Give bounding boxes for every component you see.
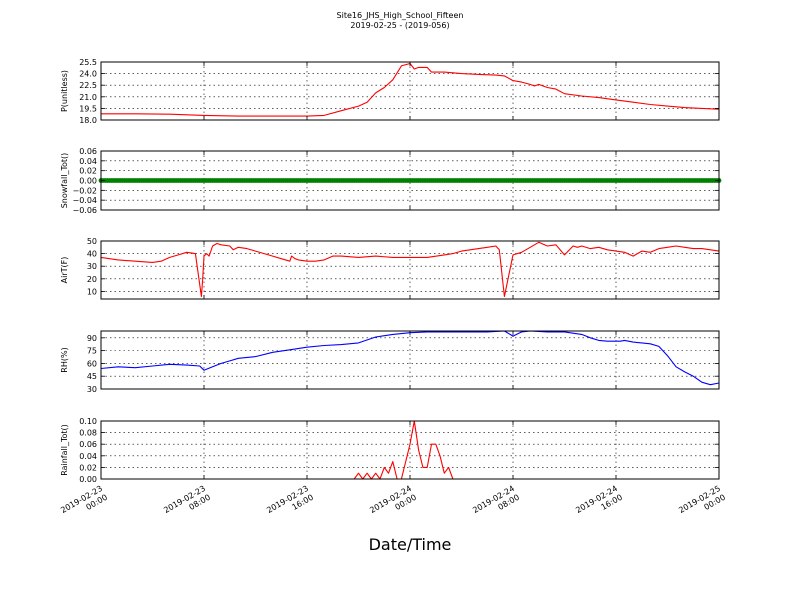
y-tick-label: 0.04 [79, 452, 97, 461]
y-tick-label: 75 [87, 347, 97, 356]
y-axis-label: P(unitless) [60, 70, 69, 112]
y-tick-label: 45 [87, 372, 97, 381]
series-line [100, 241, 720, 298]
panel-5: 0.00 0.02 0.04 0.06 0.08 0.10 Rainfall_Tot() [60, 417, 720, 484]
y-tick-label: 0.04 [79, 157, 97, 166]
y-tick-label: −0.04 [72, 196, 97, 205]
y-tick-label: 0.02 [79, 167, 97, 176]
y-tick-label: 50 [87, 237, 97, 246]
y-tick-label: 0.06 [79, 440, 97, 449]
y-tick-label: −0.06 [72, 206, 97, 215]
y-tick-label: 0.00 [79, 177, 97, 186]
y-tick-label: 24.0 [79, 70, 97, 79]
y-tick-label: 30 [87, 262, 97, 271]
axes-frame [100, 420, 720, 480]
x-axis-label: Date/Time [369, 535, 452, 554]
y-tick-label: 10 [87, 287, 97, 296]
y-tick-label: 0.00 [79, 475, 97, 484]
series-line [101, 420, 719, 480]
x-tick-label: 2019-02-2408:00 [471, 484, 521, 524]
y-axis-label: Rainfall_Tot() [60, 424, 69, 476]
y-tick-label: 18.0 [79, 116, 97, 125]
chart-title: Site16_JHS_High_School_Fifteen [336, 11, 464, 20]
axes-frame [100, 330, 720, 390]
y-tick-label: 0.10 [79, 417, 97, 426]
y-axis-label: RH(%) [60, 347, 69, 372]
axes-frame [100, 61, 720, 121]
x-tick-label: 2019-02-2300:00 [59, 484, 109, 524]
x-tick-label: 2019-02-2416:00 [574, 484, 624, 524]
x-tick-label: 2019-02-2400:00 [368, 484, 418, 524]
x-tick-label: 2019-02-2316:00 [265, 484, 315, 524]
chart-subtitle: 2019-02-25 - (2019-056) [350, 21, 450, 30]
axes-frame [100, 240, 720, 300]
y-tick-label: 25.5 [79, 58, 97, 67]
y-tick-label: 0.06 [79, 147, 97, 156]
y-tick-label: −0.02 [72, 186, 97, 195]
y-tick-label: 40 [87, 250, 97, 259]
panel-2: −0.06−0.04−0.020.000.020.040.06 Snowfall_… [60, 147, 722, 215]
y-axis-label: AirT(F) [60, 257, 69, 284]
x-tick-label: 2019-02-2308:00 [162, 484, 212, 524]
y-tick-label: 21.0 [79, 93, 97, 102]
y-axis-label: Snowfall_Tot() [60, 153, 69, 209]
y-tick-label: 0.08 [79, 429, 97, 438]
panel-4: 30 45 60 75 90 RH(%) [60, 330, 720, 394]
y-tick-label: 22.5 [79, 81, 97, 90]
y-tick-label: 19.5 [79, 104, 97, 113]
y-tick-label: 0.02 [79, 463, 97, 472]
y-tick-label: 20 [87, 275, 97, 284]
series-line [100, 330, 720, 386]
x-tick-label: 2019-02-2500:00 [677, 484, 727, 524]
y-tick-label: 30 [87, 385, 97, 394]
y-tick-label: 90 [87, 334, 97, 343]
panel-1: 18.0 19.5 21.0 22.5 24.0 25.5 P(unitless) [60, 58, 720, 125]
panel-3: 10 20 30 40 50 AirT(F) [60, 237, 720, 300]
series-line [101, 62, 720, 117]
y-tick-label: 60 [87, 359, 97, 368]
